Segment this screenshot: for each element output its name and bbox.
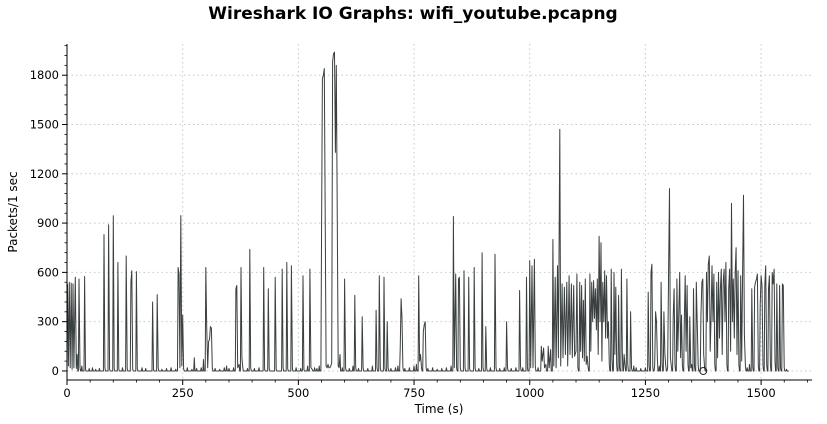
annotation-marker	[699, 366, 708, 375]
x-ticks: 0 250 500 750 1000 1250 1500	[63, 380, 808, 400]
y-axis-label: Packets/1 sec	[6, 171, 20, 252]
x-tick-label: 500	[287, 386, 309, 400]
x-tick-label: 250	[172, 386, 194, 400]
y-tick-label: 900	[37, 216, 59, 230]
series-group	[67, 51, 789, 375]
y-tick-label: 1200	[30, 167, 59, 181]
x-tick-label: 750	[403, 386, 425, 400]
y-tick-label: 600	[37, 265, 59, 279]
axes	[66, 44, 812, 381]
x-tick-label: 0	[63, 386, 70, 400]
x-tick-label: 1500	[746, 386, 775, 400]
x-axis-label: Time (s)	[414, 402, 464, 416]
y-tick-label: 300	[37, 315, 59, 329]
grid-lines	[66, 44, 812, 380]
y-ticks: 0 300 600 900 1200 1500 1800	[30, 45, 67, 378]
y-tick-label: 1500	[30, 118, 59, 132]
x-tick-label: 1250	[631, 386, 660, 400]
y-tick-label: 1800	[30, 68, 59, 82]
packets-series-line	[67, 51, 789, 372]
y-tick-label: 0	[52, 364, 59, 378]
chart-title: Wireshark IO Graphs: wifi_youtube.pcapng	[208, 4, 617, 24]
x-tick-label: 1000	[515, 386, 544, 400]
